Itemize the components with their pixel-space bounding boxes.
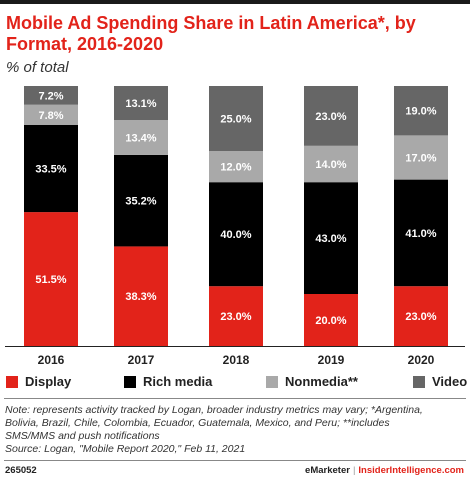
brand-separator: | — [352, 465, 356, 476]
data-label-display-2020: 23.0% — [405, 311, 436, 323]
legend-label-nonmedia: Nonmedia** — [285, 374, 358, 389]
note-divider — [4, 398, 466, 399]
bar-segment-display-2017 — [114, 246, 168, 346]
x-tick-label-2020: 2020 — [408, 353, 435, 367]
bar-segment-video-2016 — [24, 86, 78, 105]
data-label-video-2020: 19.0% — [405, 106, 436, 118]
bar-segment-video-2018 — [209, 86, 263, 151]
brand-insider-intelligence: InsiderIntelligence.com — [358, 465, 464, 476]
data-label-display-2018: 23.0% — [220, 311, 251, 323]
top-rule — [0, 0, 470, 4]
data-label-rich-media-2020: 41.0% — [405, 228, 436, 240]
data-label-video-2016: 7.2% — [38, 90, 63, 102]
data-label-display-2019: 20.0% — [315, 315, 346, 327]
data-label-nonmedia-2016: 7.8% — [38, 110, 63, 122]
brand-emarketer: eMarketer — [305, 465, 350, 476]
data-label-rich-media-2019: 43.0% — [315, 233, 346, 245]
legend-label-display: Display — [25, 374, 72, 389]
x-tick-label-2018: 2018 — [223, 353, 250, 367]
legend-label-rich-media: Rich media — [143, 374, 213, 389]
legend-item-rich-media: Rich media — [124, 374, 212, 389]
chart-legend: Display Rich media Nonmedia** Video — [0, 374, 470, 394]
data-label-rich-media-2016: 33.5% — [35, 164, 66, 176]
legend-swatch-display — [6, 375, 18, 388]
bar-segment-display-2016 — [24, 212, 78, 346]
note-line: SMS/MMS and push notifications — [5, 430, 160, 442]
brand-credit: eMarketer | InsiderIntelligence.com — [305, 465, 464, 476]
bar-segment-nonmedia-2017 — [114, 120, 168, 155]
data-label-video-2017: 13.1% — [125, 98, 156, 110]
data-label-nonmedia-2018: 12.0% — [220, 162, 251, 174]
note-line: Note: represents activity tracked by Log… — [5, 404, 423, 416]
bar-segment-display-2020 — [394, 286, 448, 346]
chart-id: 265052 — [5, 465, 37, 476]
bar-segment-rich-media-2016 — [24, 125, 78, 213]
data-label-display-2017: 38.3% — [125, 291, 156, 303]
chart-title: Mobile Ad Spending Share in Latin Americ… — [6, 13, 416, 54]
data-label-rich-media-2018: 40.0% — [220, 229, 251, 241]
data-label-video-2019: 23.0% — [315, 111, 346, 123]
legend-item-video: Video — [413, 374, 467, 389]
bar-segment-rich-media-2020 — [394, 179, 448, 287]
bar-segment-nonmedia-2019 — [304, 145, 358, 183]
data-label-video-2018: 25.0% — [220, 114, 251, 126]
source-line: Source: Logan, "Mobile Report 2020," Feb… — [5, 443, 246, 455]
legend-swatch-nonmedia — [266, 375, 278, 388]
bar-segment-rich-media-2017 — [114, 154, 168, 247]
legend-swatch-video — [413, 375, 425, 388]
bar-segment-nonmedia-2018 — [209, 151, 263, 183]
data-label-nonmedia-2020: 17.0% — [405, 153, 436, 165]
legend-item-display: Display — [6, 374, 71, 389]
bar-segment-video-2020 — [394, 86, 448, 136]
data-label-display-2016: 51.5% — [35, 274, 66, 286]
stacked-bar-chart: 51.5% 33.5% 7.8% 7.2% 2016 38.3% 35.2% 13.4% 13.… — [5, 86, 465, 367]
legend-swatch-rich-media — [124, 375, 136, 388]
data-label-nonmedia-2017: 13.4% — [125, 132, 156, 144]
bar-segment-rich-media-2018 — [209, 182, 263, 287]
data-label-rich-media-2017: 35.2% — [125, 196, 156, 208]
footer-divider — [4, 460, 466, 461]
bar-segment-display-2018 — [209, 286, 263, 346]
note-line: Bolivia, Brazil, Chile, Colombia, Ecuado… — [5, 417, 390, 429]
data-label-nonmedia-2019: 14.0% — [315, 159, 346, 171]
chart-note: Note: represents activity tracked by Log… — [5, 404, 467, 456]
bar-segment-nonmedia-2020 — [394, 135, 448, 180]
bar-segment-video-2019 — [304, 86, 358, 146]
x-tick-label-2019: 2019 — [318, 353, 345, 367]
bar-segment-display-2019 — [304, 294, 358, 346]
bar-segment-video-2017 — [114, 86, 168, 121]
legend-label-video: Video — [432, 374, 468, 389]
legend-item-nonmedia: Nonmedia** — [266, 374, 358, 389]
bar-segment-rich-media-2019 — [304, 182, 358, 294]
chart-subtitle: % of total — [6, 59, 69, 76]
bar-segment-nonmedia-2016 — [24, 104, 78, 125]
x-tick-label-2016: 2016 — [38, 353, 65, 367]
x-tick-label-2017: 2017 — [128, 353, 155, 367]
